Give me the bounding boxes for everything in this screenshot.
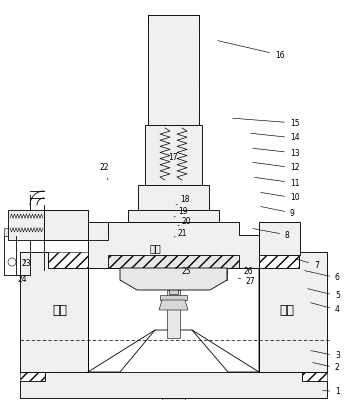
Bar [108, 222, 239, 235]
Bar [15, 212, 19, 237]
Polygon shape [20, 252, 88, 372]
Text: 23: 23 [22, 259, 32, 268]
Text: 8: 8 [253, 228, 290, 240]
Bar [148, 15, 162, 125]
Text: 上腔: 上腔 [149, 243, 161, 253]
Polygon shape [108, 255, 239, 268]
Text: 22: 22 [100, 164, 110, 180]
Bar [170, 190, 177, 242]
Text: 9: 9 [261, 206, 295, 218]
Text: 12: 12 [253, 162, 299, 172]
Text: 1: 1 [323, 388, 340, 396]
Bar [120, 268, 227, 280]
Bar [186, 185, 209, 210]
Text: 3: 3 [311, 350, 340, 360]
Polygon shape [159, 300, 188, 310]
Bar [108, 235, 239, 265]
Polygon shape [148, 15, 199, 125]
Polygon shape [160, 295, 187, 300]
Bar [262, 248, 270, 251]
Bar [262, 230, 270, 233]
Bar [160, 185, 187, 245]
Bar [162, 125, 185, 235]
Text: 27: 27 [238, 278, 256, 286]
Bar [148, 15, 199, 23]
Bar [35, 212, 39, 237]
Bar [259, 252, 299, 268]
Bar [148, 15, 199, 23]
Bar [128, 210, 219, 222]
Polygon shape [138, 185, 209, 210]
Text: 右腔: 右腔 [279, 304, 295, 316]
Polygon shape [259, 252, 327, 372]
Text: 25: 25 [175, 268, 192, 276]
Bar [162, 398, 185, 400]
Text: 14: 14 [251, 133, 299, 142]
Polygon shape [44, 210, 88, 240]
Bar [45, 381, 302, 398]
Bar [259, 222, 300, 255]
Text: 17: 17 [167, 154, 178, 168]
Polygon shape [20, 372, 327, 398]
Bar [20, 252, 48, 372]
Polygon shape [88, 248, 259, 372]
Bar [138, 185, 161, 210]
Polygon shape [259, 222, 300, 255]
Bar [171, 60, 176, 190]
Text: 21: 21 [174, 228, 187, 238]
Text: 13: 13 [253, 148, 299, 158]
Bar [88, 222, 108, 240]
Polygon shape [128, 210, 219, 222]
Text: 4: 4 [311, 303, 340, 314]
Text: 20: 20 [178, 218, 192, 226]
Bar [20, 372, 45, 398]
Polygon shape [88, 222, 259, 268]
Text: 18: 18 [176, 196, 189, 205]
Text: 19: 19 [174, 208, 188, 217]
Text: 11: 11 [255, 177, 299, 188]
Text: 24: 24 [18, 276, 28, 284]
Text: 26: 26 [238, 268, 254, 276]
Circle shape [8, 258, 16, 266]
Text: 6: 6 [305, 271, 340, 282]
Bar [25, 212, 29, 237]
Bar [161, 210, 186, 235]
Text: 7: 7 [296, 259, 319, 270]
Bar [10, 212, 14, 237]
Bar [4, 228, 12, 236]
Text: 15: 15 [233, 118, 299, 128]
Bar [239, 235, 259, 268]
Bar [185, 15, 199, 125]
Bar [172, 15, 175, 60]
Bar [167, 290, 180, 338]
Text: 5: 5 [308, 289, 340, 300]
Polygon shape [120, 268, 227, 290]
Bar [299, 252, 327, 372]
Text: 16: 16 [218, 41, 285, 60]
Bar [187, 125, 202, 185]
Bar [88, 235, 108, 268]
Polygon shape [145, 125, 202, 185]
Polygon shape [88, 222, 108, 240]
Polygon shape [8, 210, 44, 240]
Text: 2: 2 [313, 362, 340, 372]
Bar [44, 210, 88, 240]
Bar [48, 252, 88, 268]
Bar [20, 212, 24, 237]
Bar [169, 242, 178, 294]
Text: 10: 10 [261, 192, 299, 202]
Text: 左腔: 左腔 [52, 304, 68, 316]
Bar [145, 125, 160, 185]
Bar [30, 212, 34, 237]
Bar [302, 372, 327, 398]
Bar [262, 240, 270, 243]
